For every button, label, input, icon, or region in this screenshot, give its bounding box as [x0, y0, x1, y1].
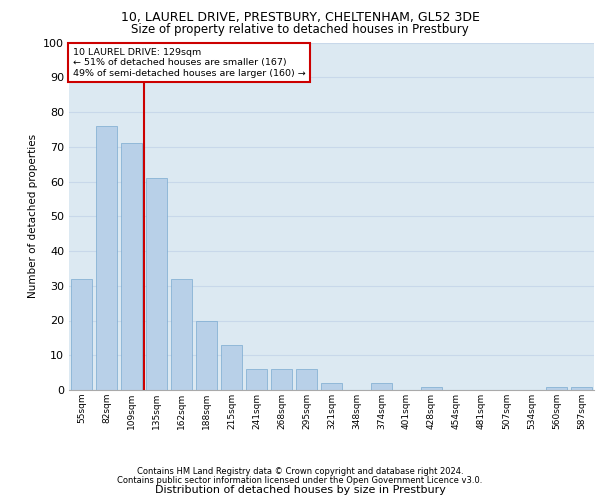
- Bar: [421, 386, 442, 390]
- Text: 10 LAUREL DRIVE: 129sqm
← 51% of detached houses are smaller (167)
49% of semi-d: 10 LAUREL DRIVE: 129sqm ← 51% of detache…: [73, 48, 305, 78]
- Text: 10, LAUREL DRIVE, PRESTBURY, CHELTENHAM, GL52 3DE: 10, LAUREL DRIVE, PRESTBURY, CHELTENHAM,…: [121, 11, 479, 24]
- Bar: [321, 383, 342, 390]
- Bar: [196, 320, 217, 390]
- Bar: [296, 369, 317, 390]
- Bar: [121, 144, 142, 390]
- Bar: [271, 369, 292, 390]
- Text: Size of property relative to detached houses in Prestbury: Size of property relative to detached ho…: [131, 22, 469, 36]
- Bar: [171, 279, 192, 390]
- Bar: [571, 386, 592, 390]
- Bar: [146, 178, 167, 390]
- Bar: [96, 126, 117, 390]
- Bar: [246, 369, 267, 390]
- Bar: [546, 386, 567, 390]
- Text: Distribution of detached houses by size in Prestbury: Distribution of detached houses by size …: [155, 485, 445, 495]
- Bar: [71, 279, 92, 390]
- Bar: [371, 383, 392, 390]
- Y-axis label: Number of detached properties: Number of detached properties: [28, 134, 38, 298]
- Text: Contains public sector information licensed under the Open Government Licence v3: Contains public sector information licen…: [118, 476, 482, 485]
- Text: Contains HM Land Registry data © Crown copyright and database right 2024.: Contains HM Land Registry data © Crown c…: [137, 467, 463, 476]
- Bar: [221, 345, 242, 390]
